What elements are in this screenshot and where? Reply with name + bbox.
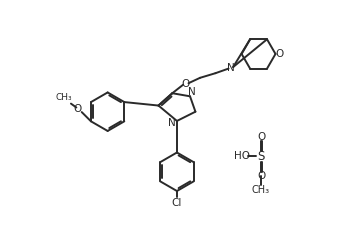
Text: S: S	[257, 150, 265, 163]
Text: Cl: Cl	[172, 198, 182, 207]
Text: CH₃: CH₃	[252, 185, 270, 195]
Text: HO: HO	[235, 151, 250, 161]
Text: O: O	[181, 79, 190, 89]
Text: O: O	[275, 49, 283, 59]
Text: O: O	[258, 171, 266, 181]
Text: N: N	[227, 63, 235, 73]
Text: O: O	[258, 132, 266, 142]
Text: N: N	[169, 118, 176, 128]
Text: CH₃: CH₃	[56, 93, 72, 102]
Text: N: N	[188, 88, 195, 97]
Text: O: O	[73, 104, 81, 114]
